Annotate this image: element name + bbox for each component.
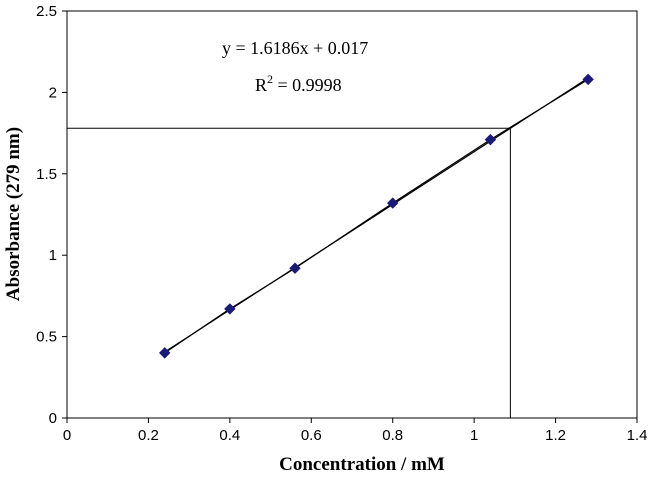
- equation-annotation: y = 1.6186x + 0.017: [222, 38, 368, 58]
- plot-area: [66, 10, 638, 419]
- data-point: [484, 133, 497, 146]
- data-point: [582, 73, 594, 86]
- series-line: [164, 78, 589, 354]
- y-tick-label: 2: [49, 84, 57, 101]
- data-markers: [159, 73, 594, 359]
- trendline-layer: [164, 77, 589, 354]
- x-tick-label: 0.6: [301, 427, 322, 444]
- data-point: [387, 197, 399, 209]
- x-tick-label: 0.4: [219, 427, 240, 444]
- y-tick-label: 0: [49, 410, 57, 427]
- r-squared-prefix: R: [255, 75, 267, 95]
- y-tick-label: 1: [49, 247, 57, 264]
- x-tick-label: 0: [63, 427, 71, 444]
- x-tick-label: 1.2: [545, 427, 566, 444]
- data-point: [224, 303, 236, 315]
- reference-lines: [67, 127, 511, 418]
- y-tick-label: 2.5: [36, 3, 57, 20]
- x-tick-label: 0.2: [138, 427, 159, 444]
- y-tick-label: 1.5: [36, 166, 57, 183]
- r-squared-value: = 0.9998: [273, 75, 342, 95]
- data-point: [159, 347, 171, 359]
- r-squared-superscript: 2: [267, 72, 273, 86]
- axes-layer: 0 0.2 0.4 0.6 0.8 1 1.2 1.4 0 0.5 1 1.5 2 2.5: [36, 3, 647, 444]
- x-tick-label: 1: [470, 427, 478, 444]
- trendline: [164, 77, 589, 353]
- y-tick-label: 0.5: [36, 329, 57, 346]
- y-axis-title: Absorbance (279 nm): [3, 127, 24, 301]
- x-tick-label: 0.8: [382, 427, 403, 444]
- x-tick-label: 1.4: [627, 427, 648, 444]
- x-axis-title: Concentration / mM: [279, 454, 445, 475]
- data-point: [289, 262, 301, 274]
- r-squared-annotation: R2 = 0.9998: [255, 72, 342, 95]
